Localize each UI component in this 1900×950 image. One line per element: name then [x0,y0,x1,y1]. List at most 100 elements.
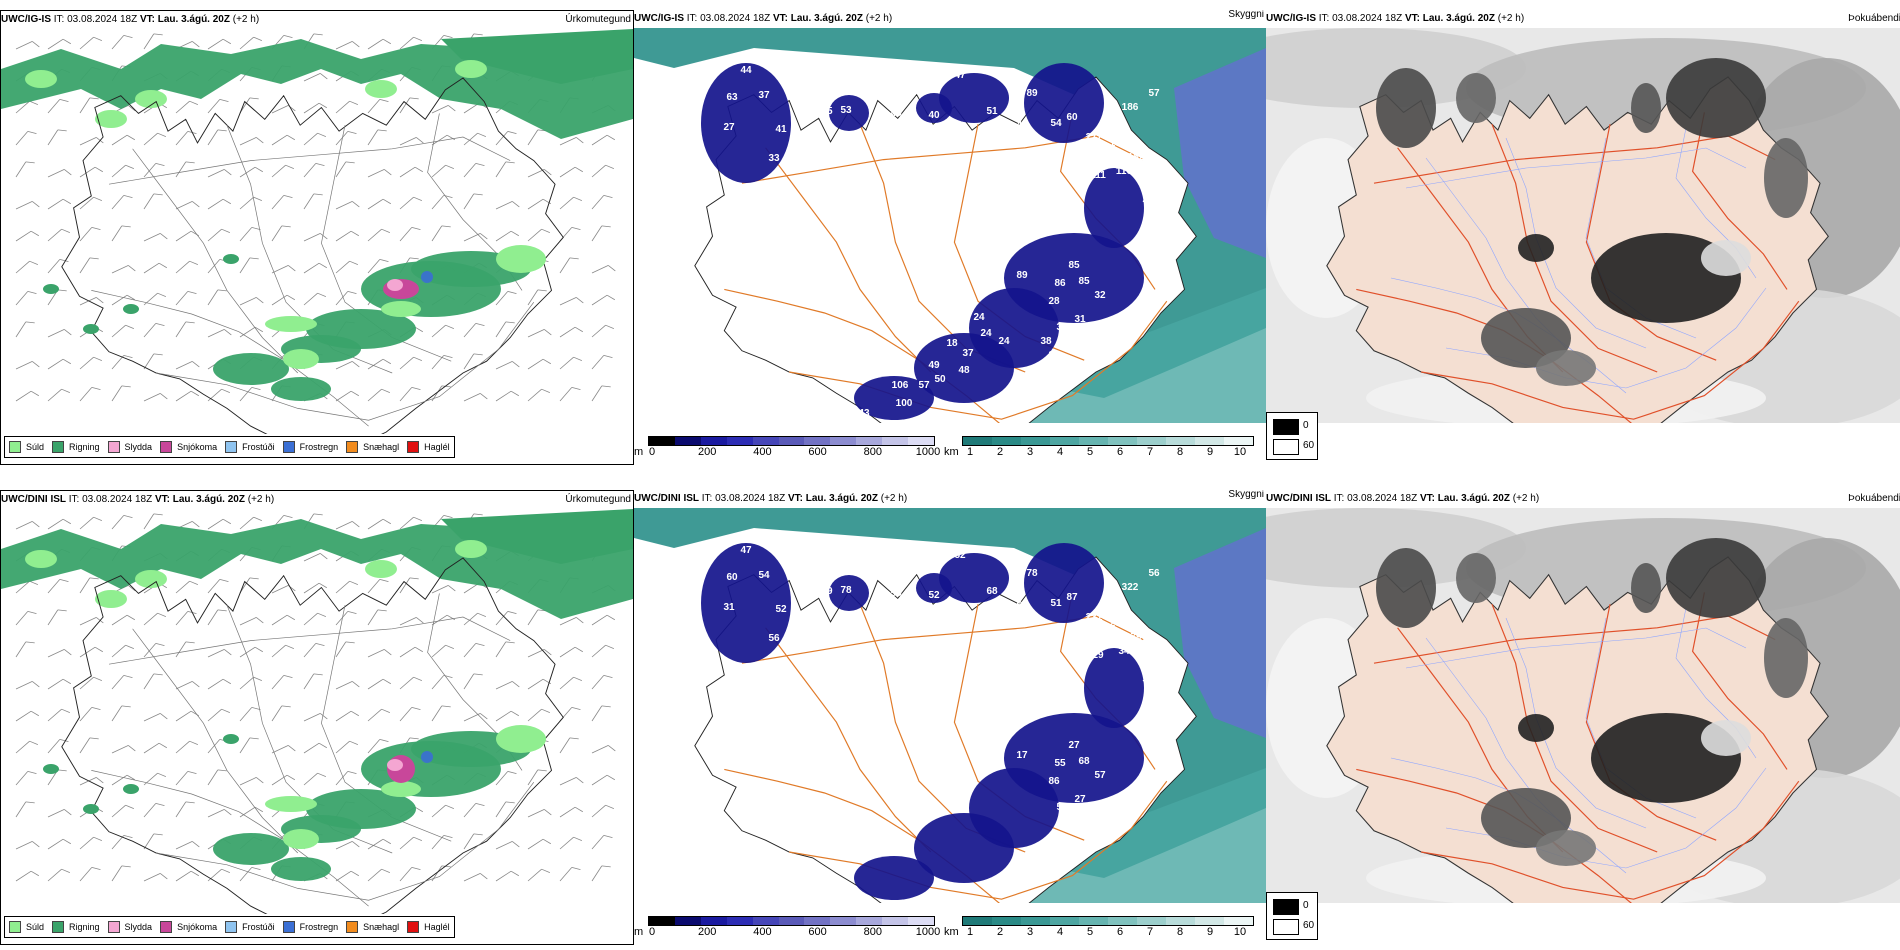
wind-barb [335,710,360,722]
wind-barb [47,198,72,210]
wind-barb [79,646,104,658]
cloud-height-label: 111 [1090,170,1106,181]
wind-barb-staff [47,838,64,850]
wind-barb-flag [441,705,451,708]
wind-barb [47,169,72,178]
wind-barb-flag [480,713,488,720]
wind-barb-staff [591,614,608,626]
wind-barb-staff [271,195,285,210]
wind-barb [47,358,72,370]
road-line [765,627,932,853]
wind-barb [495,841,520,850]
wind-barb [111,614,136,626]
wind-barb-flag [379,739,389,743]
wind-barb [79,356,103,370]
wind-barb-staff [367,518,384,530]
wind-barb-flag [89,97,99,100]
wind-barb-staff [111,294,128,306]
wind-barb [175,740,199,754]
wind-barb-staff [527,708,542,722]
colorbar-step [1021,437,1050,445]
wind-barb-flag [381,708,391,713]
wind-barb-staff [239,676,254,690]
wind-barb-flag [573,836,583,841]
wind-barb [367,228,391,242]
colorbar-step [882,437,909,445]
wind-barb-flag [507,291,517,295]
wind-barb-staff [399,836,414,850]
wind-barb-staff [591,835,605,850]
wind-barb-staff [175,321,187,338]
wind-barb-flag [27,131,37,135]
colorbar-step [1137,437,1166,445]
wind-barb-flag [352,41,360,48]
wind-barb [239,257,259,274]
fog-index-area [1764,618,1808,698]
cloud-height-label: 24 [973,312,985,323]
wind-barb-flag [224,329,232,336]
wind-barb-flag [379,99,389,103]
wind-barb [175,580,199,594]
cloud-base-area [969,288,1059,368]
wind-barb [271,745,296,754]
wind-barb [527,289,547,306]
fog-index-area [1631,83,1661,133]
wind-barb [335,521,360,530]
road-line [789,300,1168,420]
wind-barb-flag [571,387,581,391]
wind-barb [111,515,133,530]
lead-time: (+2 h) [862,13,893,24]
road-line [156,301,535,421]
wind-barb [207,329,232,338]
wind-barb-staff [463,193,475,210]
legend-label: Frostúði [242,442,275,452]
legend-label: Haglél [424,442,450,452]
wind-barb [303,292,327,306]
colorbar-tick-label: 0 [648,446,656,458]
wind-barb [47,838,72,850]
legend-item: Rigning [52,441,100,453]
wind-barb-flag [61,868,71,873]
wind-barb-flag [473,193,483,196]
fog-index-area [1376,548,1436,628]
wind-barb [111,355,133,370]
legend-swatch [407,441,420,453]
wind-barb-flag [125,324,135,329]
wind-barb [367,579,389,594]
wind-barb [175,801,195,818]
wind-barb-flag [382,38,392,45]
cloud-height-label: 78 [840,585,852,596]
cloud-height-label: 56 [768,633,780,644]
colorbar-step [1166,437,1195,445]
wind-barb-staff [591,164,606,178]
colorbar-tick-label: 0 [648,926,656,938]
fog-white-label: 60 [1303,440,1315,451]
wind-barb-staff [527,838,544,850]
wind-barb-flag [219,579,229,583]
wind-barb [335,740,359,754]
colorbar-step [1166,917,1195,925]
fog-legend: 0 60 [1266,892,1318,940]
wind-barb-flag [603,355,613,359]
wind-barb [207,388,231,402]
colorbar-unit: m [634,446,644,458]
wind-barb-flag [153,353,163,356]
wind-barb [335,641,355,658]
wind-barb [239,777,264,786]
precip-panel-dini: UWC/DINI ISL IT: 03.08.2024 18Z VT: Lau.… [0,490,634,945]
wind-barb [431,195,453,210]
wind-barb-flag [123,195,133,199]
cloud-height-label: 27 [1074,794,1086,805]
drizzle-area [455,540,487,558]
wind-barb [303,163,325,178]
wind-barb-staff [527,868,542,882]
wind-barb-flag [94,646,104,653]
colorbar-tick-label: 9 [1206,446,1214,458]
wind-barb [303,772,327,786]
wind-barb-staff [527,649,545,658]
wind-barb [431,324,455,338]
wind-barb-staff [303,713,321,722]
model-name: UWC/IG-IS [634,13,684,24]
wind-barb-flag [283,515,293,519]
wind-barb-staff [143,772,158,786]
